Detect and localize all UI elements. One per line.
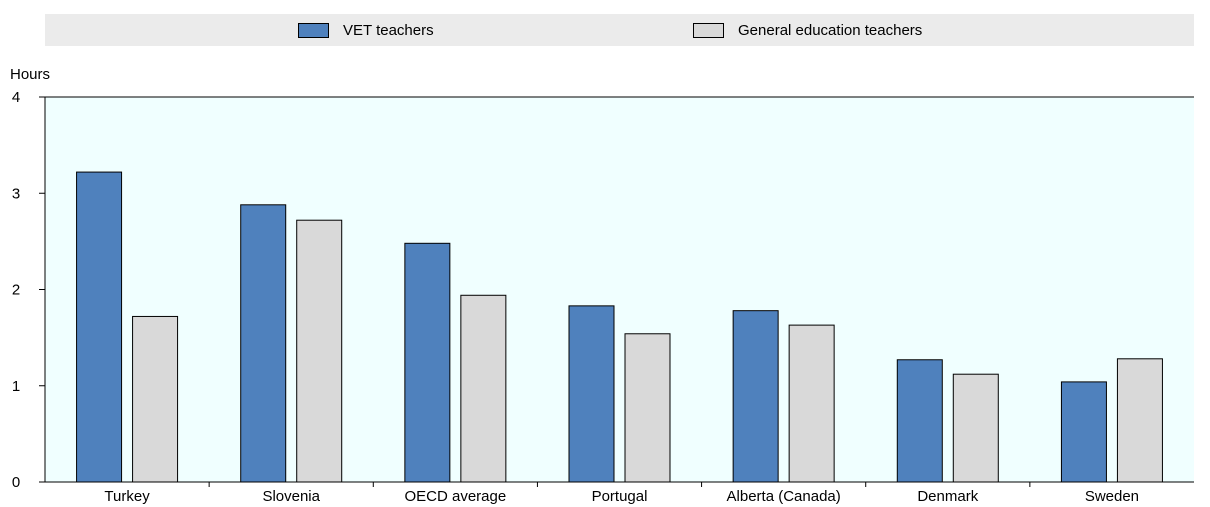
y-tick-label: 4 (12, 89, 20, 106)
bar-general-education-teachers-slovenia (296, 219, 343, 483)
y-tick-label: 2 (12, 282, 20, 299)
y-axis-label: Hours (10, 66, 50, 83)
bar-general-education-teachers-denmark (952, 373, 999, 483)
plot-area (45, 97, 1194, 482)
legend-label-vet-teachers: VET teachers (343, 21, 434, 39)
x-tick-label: Turkey (104, 488, 150, 505)
bar-general-education-teachers-alberta-canada (788, 324, 835, 483)
bar-vet-teachers-slovenia (240, 204, 287, 483)
x-tick-label: Slovenia (262, 488, 320, 505)
bar-general-education-teachers-sweden (1116, 358, 1163, 483)
bar-vet-teachers-denmark (896, 359, 943, 483)
chart-legend: VET teachers General education teachers (45, 14, 1194, 46)
y-tick-label: 0 (12, 474, 20, 491)
legend-label-general-education-teachers: General education teachers (738, 21, 923, 39)
bar-general-education-teachers-portugal (624, 333, 671, 483)
legend-swatch-vet-teachers (298, 22, 329, 38)
y-tick-label: 3 (12, 185, 20, 202)
bar-vet-teachers-turkey (76, 171, 123, 483)
bar-vet-teachers-sweden (1060, 381, 1107, 483)
x-tick-label: Portugal (592, 488, 648, 505)
legend-item-vet-teachers: VET teachers (298, 14, 434, 46)
x-tick-label: Alberta (Canada) (727, 488, 841, 505)
y-tick-label: 1 (12, 378, 20, 395)
bar-general-education-teachers-turkey (132, 315, 179, 483)
bar-vet-teachers-portugal (568, 305, 615, 483)
bar-vet-teachers-oecd-average (404, 242, 451, 483)
bar-general-education-teachers-oecd-average (460, 294, 507, 483)
legend-swatch-general-education-teachers (693, 22, 724, 38)
x-tick-label: OECD average (404, 488, 506, 505)
bar-vet-teachers-alberta-canada (732, 310, 779, 483)
x-tick-label: Denmark (917, 488, 978, 505)
legend-item-general-education-teachers: General education teachers (693, 14, 922, 46)
x-tick-label: Sweden (1085, 488, 1139, 505)
